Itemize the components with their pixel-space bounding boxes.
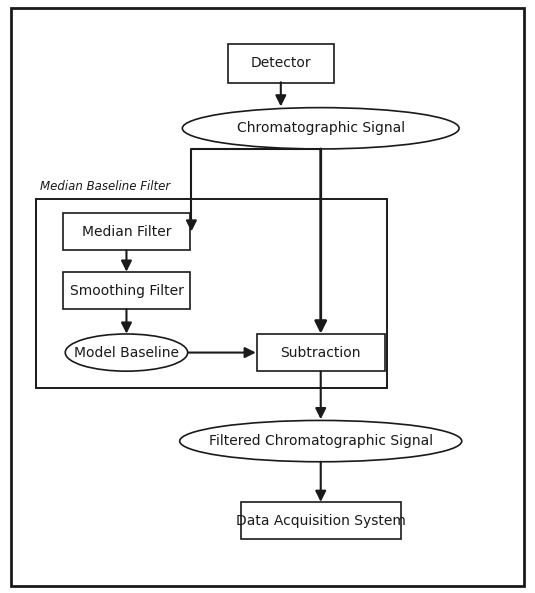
Text: Model Baseline: Model Baseline <box>74 346 179 359</box>
Text: Median Filter: Median Filter <box>82 225 171 238</box>
Ellipse shape <box>65 334 188 371</box>
Text: Chromatographic Signal: Chromatographic Signal <box>236 122 405 135</box>
Bar <box>257 334 385 371</box>
Text: Detector: Detector <box>250 56 311 71</box>
Bar <box>36 199 387 388</box>
Text: Median Baseline Filter: Median Baseline Filter <box>40 180 171 193</box>
Bar <box>63 213 190 250</box>
Bar <box>241 502 401 540</box>
Text: Subtraction: Subtraction <box>280 346 361 359</box>
Ellipse shape <box>180 420 462 462</box>
Text: Filtered Chromatographic Signal: Filtered Chromatographic Signal <box>209 434 433 448</box>
Ellipse shape <box>182 107 459 149</box>
Bar <box>227 44 334 82</box>
Text: Smoothing Filter: Smoothing Filter <box>70 283 184 298</box>
Bar <box>63 272 190 309</box>
Text: Data Acquisition System: Data Acquisition System <box>236 514 406 528</box>
